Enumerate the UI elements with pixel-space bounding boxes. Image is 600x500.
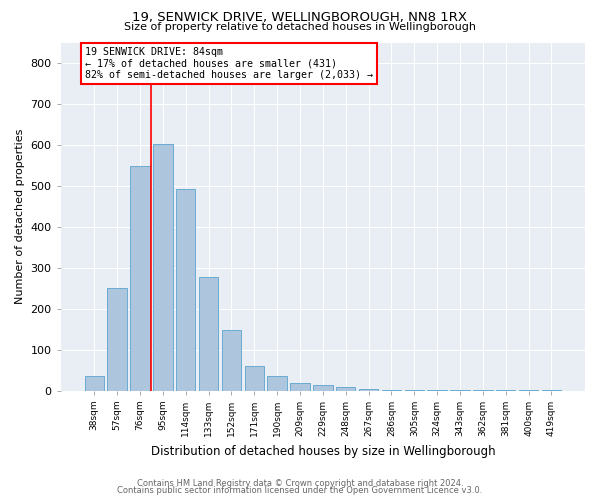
Bar — [130, 166, 149, 391]
Bar — [245, 366, 264, 391]
Bar — [85, 376, 104, 391]
Text: 19 SENWICK DRIVE: 84sqm
← 17% of detached houses are smaller (431)
82% of semi-d: 19 SENWICK DRIVE: 84sqm ← 17% of detache… — [85, 46, 373, 80]
Text: Contains HM Land Registry data © Crown copyright and database right 2024.: Contains HM Land Registry data © Crown c… — [137, 479, 463, 488]
Bar — [313, 384, 332, 391]
Bar — [359, 388, 378, 391]
Bar — [268, 376, 287, 391]
Text: Size of property relative to detached houses in Wellingborough: Size of property relative to detached ho… — [124, 22, 476, 32]
Bar — [290, 382, 310, 391]
Bar — [221, 330, 241, 391]
Text: 19, SENWICK DRIVE, WELLINGBOROUGH, NN8 1RX: 19, SENWICK DRIVE, WELLINGBOROUGH, NN8 1… — [133, 12, 467, 24]
Bar — [542, 390, 561, 391]
Text: Contains public sector information licensed under the Open Government Licence v3: Contains public sector information licen… — [118, 486, 482, 495]
Bar — [176, 189, 196, 391]
Bar — [107, 288, 127, 391]
Bar — [336, 386, 355, 391]
Bar — [404, 390, 424, 391]
X-axis label: Distribution of detached houses by size in Wellingborough: Distribution of detached houses by size … — [151, 444, 495, 458]
Bar — [382, 390, 401, 391]
Bar — [199, 278, 218, 391]
Bar — [153, 144, 173, 391]
Y-axis label: Number of detached properties: Number of detached properties — [15, 129, 25, 304]
